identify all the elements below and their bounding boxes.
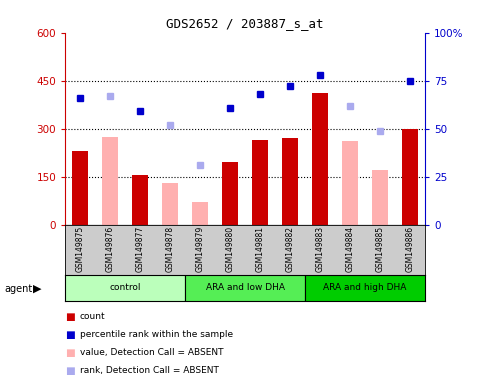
Text: ▶: ▶ bbox=[33, 284, 42, 294]
Text: control: control bbox=[110, 283, 141, 293]
Text: rank, Detection Call = ABSENT: rank, Detection Call = ABSENT bbox=[80, 366, 219, 376]
Text: GSM149885: GSM149885 bbox=[376, 226, 384, 272]
Text: ■: ■ bbox=[65, 348, 75, 358]
Bar bbox=[342, 141, 358, 225]
Title: GDS2652 / 203887_s_at: GDS2652 / 203887_s_at bbox=[166, 17, 324, 30]
Text: value, Detection Call = ABSENT: value, Detection Call = ABSENT bbox=[80, 348, 223, 358]
Text: ARA and high DHA: ARA and high DHA bbox=[324, 283, 407, 293]
Bar bbox=[372, 170, 388, 225]
Bar bbox=[65, 275, 185, 301]
Text: GSM149880: GSM149880 bbox=[226, 226, 235, 272]
Text: ARA and low DHA: ARA and low DHA bbox=[206, 283, 284, 293]
Text: count: count bbox=[80, 312, 105, 321]
Bar bbox=[222, 162, 239, 225]
Bar bbox=[282, 138, 298, 225]
Bar bbox=[252, 140, 269, 225]
Bar bbox=[72, 151, 88, 225]
Text: GSM149876: GSM149876 bbox=[106, 226, 114, 272]
Bar bbox=[192, 202, 208, 225]
Bar bbox=[162, 183, 178, 225]
Text: GSM149879: GSM149879 bbox=[196, 226, 205, 272]
Bar bbox=[132, 175, 148, 225]
Text: GSM149886: GSM149886 bbox=[406, 226, 414, 272]
Text: ■: ■ bbox=[65, 366, 75, 376]
Bar bbox=[305, 275, 425, 301]
Text: GSM149875: GSM149875 bbox=[76, 226, 85, 272]
Text: GSM149884: GSM149884 bbox=[345, 226, 355, 272]
Bar bbox=[312, 93, 328, 225]
Text: ■: ■ bbox=[65, 312, 75, 322]
Text: GSM149882: GSM149882 bbox=[285, 226, 295, 272]
Text: GSM149877: GSM149877 bbox=[136, 226, 145, 272]
Text: GSM149878: GSM149878 bbox=[166, 226, 175, 272]
Bar bbox=[102, 137, 118, 225]
Text: GSM149883: GSM149883 bbox=[315, 226, 325, 272]
Bar bbox=[402, 129, 418, 225]
Text: agent: agent bbox=[5, 284, 33, 294]
Text: ■: ■ bbox=[65, 330, 75, 340]
Text: GSM149881: GSM149881 bbox=[256, 226, 265, 272]
Text: percentile rank within the sample: percentile rank within the sample bbox=[80, 330, 233, 339]
Bar bbox=[185, 275, 305, 301]
